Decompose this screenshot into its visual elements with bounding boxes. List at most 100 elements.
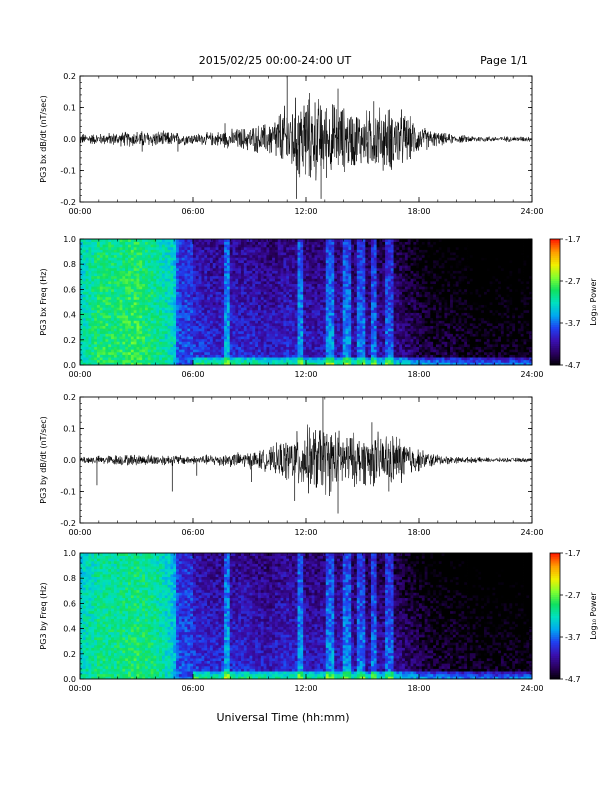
spectrogram-cell [209, 260, 214, 264]
spectrogram-cell [314, 283, 318, 287]
spectrogram-cell [269, 296, 273, 300]
spectrogram-cell [198, 244, 202, 248]
spectrogram-cell [297, 260, 301, 264]
spectrogram-cell [356, 309, 361, 313]
spectrogram-cell [232, 241, 236, 245]
spectrogram-cell [113, 307, 118, 311]
spectrogram-cell [173, 349, 177, 353]
spectrogram-cell [294, 260, 298, 264]
spectrogram-cell [314, 260, 318, 264]
spectrogram-cell [303, 275, 307, 279]
spectrogram-cell [257, 359, 262, 363]
spectrogram-cell [113, 359, 118, 363]
spectrogram-cell [235, 241, 239, 245]
spectrogram-cell [201, 283, 205, 287]
spectrogram-cell [176, 328, 180, 332]
spectrogram-cell [164, 254, 168, 258]
spectrogram-cell [218, 262, 222, 266]
spectrogram-cell [190, 354, 194, 358]
spectrogram-cell [325, 328, 329, 332]
spectrogram-cell [144, 244, 149, 248]
spectrogram-cell [80, 260, 84, 264]
spectrogram-cell [153, 346, 157, 350]
spectrogram-cell [289, 344, 293, 348]
spectrogram-cell [159, 273, 163, 277]
spectrogram-cell [311, 344, 315, 348]
spectrogram-cell [354, 278, 358, 282]
spectrogram-cell [122, 265, 126, 269]
spectrogram-cell [226, 254, 231, 258]
spectrogram-cell [204, 246, 208, 250]
spectrogram-cell [91, 273, 95, 277]
spectrogram-cell [257, 241, 262, 245]
spectrogram-cell [272, 315, 276, 319]
spectrogram-cell [128, 351, 132, 355]
spectrogram-cell [130, 309, 135, 313]
spectrogram-cell [142, 328, 146, 332]
spectrogram-cell [322, 307, 327, 311]
spectrogram-cell [345, 278, 349, 282]
spectrogram-cell [224, 354, 228, 358]
spectrogram-cell [322, 357, 327, 361]
spectrogram-cell [308, 262, 313, 266]
spectrogram-cell [317, 286, 321, 290]
spectrogram-cell [187, 359, 191, 363]
spectrogram-cell [178, 351, 183, 355]
spectrogram-cell [198, 296, 202, 300]
spectrogram-cell [337, 257, 341, 261]
spectrogram-cell [190, 278, 194, 282]
spectrogram-cell [322, 317, 327, 321]
spectrogram-cell [243, 333, 248, 337]
spectrogram-cell [263, 239, 267, 243]
spectrogram-cell [266, 354, 270, 358]
spectrogram-cell [130, 336, 135, 340]
spectrogram-cell [88, 299, 92, 303]
spectrogram-cell [82, 333, 87, 337]
spectrogram-cell [351, 362, 355, 366]
spectrogram-cell [334, 312, 338, 316]
spectrogram-cell [111, 278, 115, 282]
spectrogram-cell [164, 267, 168, 271]
spectrogram-cell [190, 296, 194, 300]
spectrogram-cell [345, 336, 349, 340]
spectrogram-cell [303, 244, 307, 248]
spectrogram-cell [317, 362, 321, 366]
spectrogram-cell [331, 354, 335, 358]
spectrogram-cell [243, 275, 248, 279]
spectrogram-cell [99, 330, 104, 334]
spectrogram-cell [280, 260, 284, 264]
spectrogram-cell [277, 254, 281, 258]
spectrogram-cell [339, 359, 344, 363]
spectrogram-cell [252, 281, 256, 285]
spectrogram-cell [229, 330, 233, 334]
spectrogram-cell [207, 278, 211, 282]
spectrogram-cell [139, 312, 143, 316]
spectrogram-cell [111, 302, 115, 306]
spectrogram-cell [108, 357, 112, 361]
spectrogram-cell [173, 320, 177, 324]
spectrogram-cell [334, 267, 338, 271]
spectrogram-cell [277, 309, 281, 313]
spectrogram-cell [198, 262, 202, 266]
spectrogram-cell [99, 283, 104, 287]
spectrogram-cell [122, 257, 126, 261]
spectrogram-cell [328, 341, 332, 345]
spectrogram-cell [167, 320, 171, 324]
spectrogram-cell [94, 257, 98, 261]
spectrogram-cell [365, 349, 369, 353]
spectrogram-cell [255, 249, 259, 253]
spectrogram-cell [170, 349, 174, 353]
spectrogram-cell [272, 291, 276, 295]
spectrogram-cell [348, 281, 352, 285]
spectrogram-cell [156, 278, 160, 282]
spectrogram-cell [136, 333, 140, 337]
spectrogram-cell [133, 309, 137, 313]
spectrogram-cell [209, 267, 214, 271]
spectrogram-cell [334, 304, 338, 308]
spectrogram-cell [289, 309, 293, 313]
spectrogram-cell [328, 291, 332, 295]
spectrogram-cell [96, 296, 101, 300]
spectrogram-cell [289, 294, 293, 298]
spectrogram-cell [257, 239, 262, 243]
spectrogram-cell [241, 252, 245, 256]
